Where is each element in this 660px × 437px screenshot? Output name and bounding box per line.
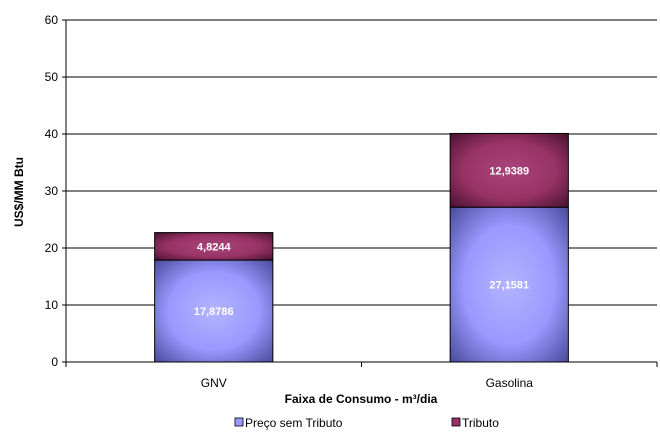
legend-item: Tributo bbox=[451, 416, 499, 430]
data-labels: 17,8786 4,8244 27,1581 12,9389 bbox=[194, 165, 529, 318]
legend-label: Preço sem Tributo bbox=[245, 416, 343, 430]
x-tick-label: Gasolina bbox=[486, 376, 534, 390]
legend-swatch bbox=[451, 417, 461, 427]
y-tick-label: 0 bbox=[51, 355, 58, 369]
y-tick-label: 20 bbox=[45, 241, 59, 255]
y-tick-label: 30 bbox=[45, 184, 59, 198]
data-label: 17,8786 bbox=[194, 306, 234, 318]
y-tick-label: 50 bbox=[45, 70, 59, 84]
bar-tributo-gasolina bbox=[449, 132, 569, 208]
legend-label: Tributo bbox=[462, 416, 499, 430]
bar-tributo-gnv bbox=[154, 232, 274, 261]
data-label: 27,1581 bbox=[489, 280, 529, 292]
legend-item: Preço sem Tributo bbox=[234, 416, 343, 430]
data-label: 12,9389 bbox=[489, 165, 529, 177]
x-axis-title: Faixa de Consumo - m³/dia bbox=[285, 392, 438, 406]
bar-pre-o-sem-tributo-gasolina bbox=[449, 206, 569, 363]
data-label: 4,8244 bbox=[197, 241, 232, 253]
y-tick-label: 60 bbox=[45, 13, 59, 27]
x-tick-label: GNV bbox=[201, 376, 227, 390]
y-tick-label: 10 bbox=[45, 298, 59, 312]
legend: Preço sem Tributo Tributo bbox=[234, 416, 499, 430]
y-tick-label: 40 bbox=[45, 127, 59, 141]
bar-pre-o-sem-tributo-gnv bbox=[154, 259, 274, 363]
legend-swatch bbox=[234, 417, 244, 427]
y-axis-title: US$/MM Btu bbox=[12, 157, 26, 227]
bars bbox=[154, 132, 569, 363]
